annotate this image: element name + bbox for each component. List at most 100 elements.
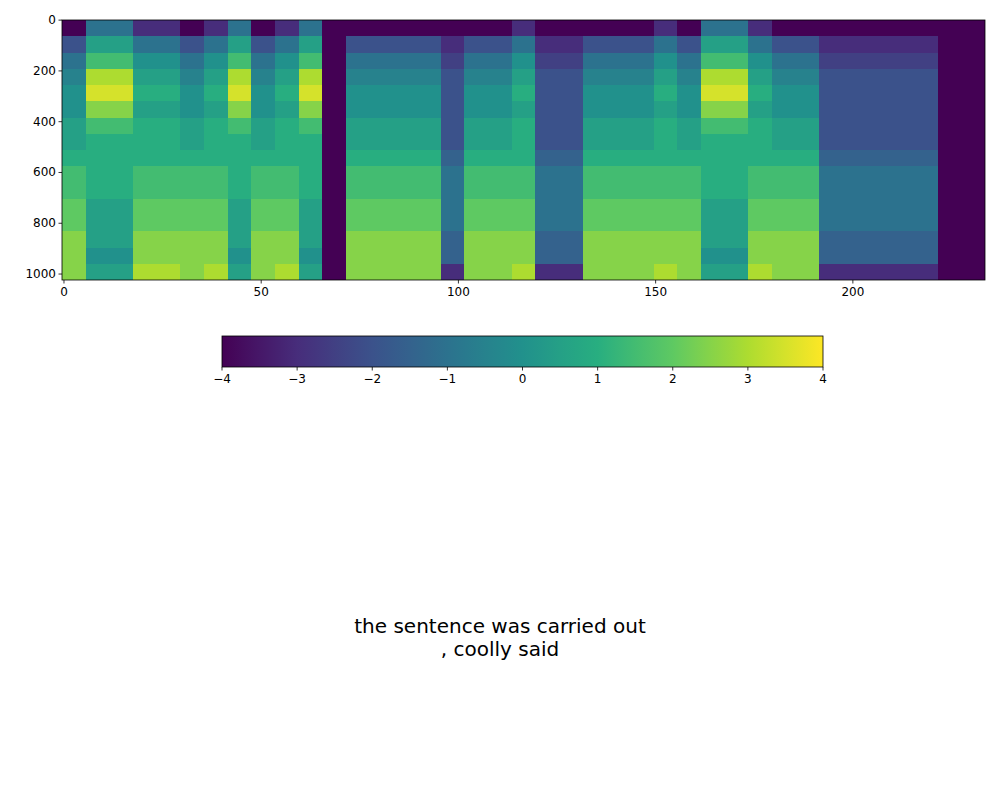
heatmap-cell <box>535 264 559 280</box>
heatmap-cell <box>393 150 417 167</box>
heatmap-cell <box>796 150 820 167</box>
heatmap-cell <box>204 101 228 118</box>
heatmap-cell <box>204 264 228 280</box>
heatmap-cell <box>535 166 559 183</box>
heatmap-cell <box>559 101 583 118</box>
heatmap-cell <box>583 85 607 102</box>
heatmap-cell <box>62 85 86 102</box>
heatmap-cell <box>62 36 86 53</box>
heatmap-cell <box>583 134 607 151</box>
heatmap-cell <box>346 118 370 135</box>
heatmap-cell <box>867 150 891 167</box>
heatmap-cell <box>109 231 133 248</box>
heatmap-cell <box>890 150 914 167</box>
heatmap-cell <box>322 215 346 232</box>
heatmap-cell <box>86 166 110 183</box>
heatmap-cell <box>157 69 181 86</box>
heatmap-cell <box>535 36 559 53</box>
heatmap-cell <box>275 248 299 265</box>
heatmap-cell <box>772 183 796 200</box>
heatmap-cell <box>393 215 417 232</box>
heatmap-cell <box>346 69 370 86</box>
heatmap-cell <box>322 231 346 248</box>
heatmap-cell <box>677 20 701 37</box>
heatmap-cell <box>86 150 110 167</box>
heatmap-cell <box>133 118 157 135</box>
heatmap-cell <box>204 20 228 37</box>
heatmap-cell <box>535 150 559 167</box>
heatmap-cell <box>535 53 559 70</box>
heatmap-cell <box>583 183 607 200</box>
heatmap-cell <box>796 134 820 151</box>
heatmap-cell <box>725 101 749 118</box>
heatmap-cell <box>299 36 323 53</box>
heatmap-cell <box>346 199 370 216</box>
heatmap-cell <box>725 85 749 102</box>
heatmap-cell <box>464 134 488 151</box>
heatmap-cell <box>62 215 86 232</box>
heatmap-cell <box>843 20 867 37</box>
heatmap-cell <box>890 248 914 265</box>
heatmap-cell <box>559 134 583 151</box>
heatmap-cell <box>109 20 133 37</box>
heatmap-cell <box>559 199 583 216</box>
heatmap-cell <box>133 231 157 248</box>
heatmap-cell <box>370 85 394 102</box>
heatmap-cell <box>441 36 465 53</box>
heatmap-cell <box>370 231 394 248</box>
heatmap-cell <box>86 20 110 37</box>
heatmap-cell <box>157 20 181 37</box>
heatmap-cell <box>346 85 370 102</box>
heatmap-cell <box>867 199 891 216</box>
heatmap-cell <box>299 101 323 118</box>
heatmap-cell <box>938 53 962 70</box>
heatmap-cell <box>630 53 654 70</box>
heatmap-cell <box>133 134 157 151</box>
heatmap-cell <box>725 36 749 53</box>
heatmap-cell <box>890 183 914 200</box>
heatmap-cell <box>488 53 512 70</box>
heatmap-cell <box>701 101 725 118</box>
heatmap-cell <box>796 166 820 183</box>
heatmap-cell <box>86 53 110 70</box>
y-tick <box>59 70 63 71</box>
heatmap-cell <box>748 231 772 248</box>
heatmap-cell <box>86 85 110 102</box>
heatmap-cell <box>180 53 204 70</box>
heatmap-cell <box>299 118 323 135</box>
heatmap-cell <box>772 36 796 53</box>
heatmap-cell <box>86 264 110 280</box>
colorbar-tick-label: 1 <box>594 372 602 386</box>
heatmap-cell <box>370 215 394 232</box>
heatmap-cell <box>938 248 962 265</box>
heatmap-cell <box>559 69 583 86</box>
heatmap-cell <box>535 69 559 86</box>
heatmap-cell <box>441 150 465 167</box>
heatmap-cell <box>299 264 323 280</box>
heatmap-cell <box>464 53 488 70</box>
heatmap-cell <box>796 85 820 102</box>
heatmap-cell <box>251 101 275 118</box>
heatmap-cell <box>86 183 110 200</box>
heatmap-cell <box>370 183 394 200</box>
heatmap-cell <box>535 101 559 118</box>
x-tick-label: 200 <box>841 285 864 299</box>
heatmap-cell <box>299 134 323 151</box>
heatmap-cell <box>583 20 607 37</box>
heatmap-cell <box>819 118 843 135</box>
heatmap-cell <box>488 150 512 167</box>
heatmap-cell <box>488 85 512 102</box>
heatmap-cell <box>228 231 252 248</box>
x-tick-label: 150 <box>644 285 667 299</box>
heatmap-cell <box>299 69 323 86</box>
x-tick-label: 100 <box>447 285 470 299</box>
heatmap-cell <box>370 69 394 86</box>
colorbar-tick <box>222 367 223 371</box>
heatmap-cell <box>346 134 370 151</box>
heatmap-cell <box>890 36 914 53</box>
heatmap-cell <box>512 248 536 265</box>
heatmap-cell <box>417 85 441 102</box>
heatmap-cell <box>133 215 157 232</box>
heatmap-cell <box>370 199 394 216</box>
heatmap-cell <box>62 150 86 167</box>
